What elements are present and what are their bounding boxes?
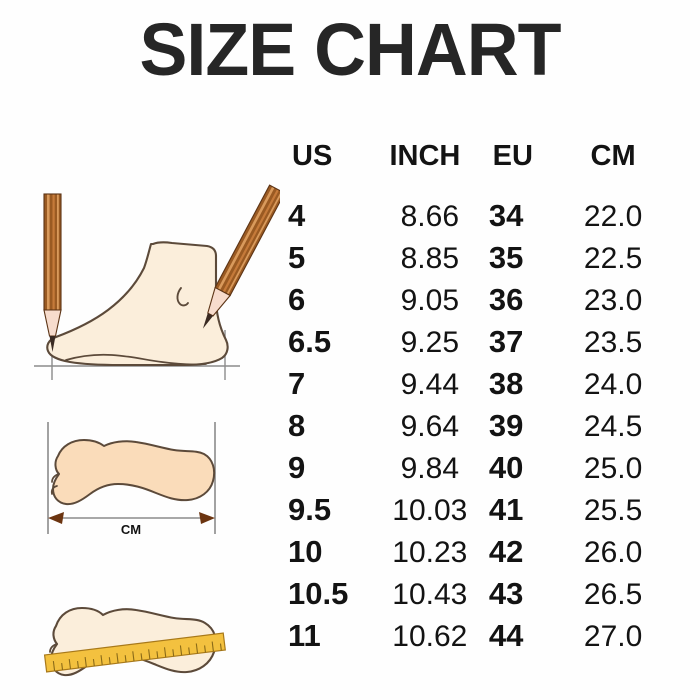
cell-inch: 10.43 (392, 578, 468, 611)
cell-cm: 27.0 (583, 620, 643, 653)
cell-inch: 8.66 (400, 200, 459, 233)
illustration-column: CM (0, 180, 280, 695)
cell-us: 11 (288, 618, 321, 653)
cell-inch: 9.05 (400, 284, 459, 317)
cell-inch: 10.03 (392, 494, 468, 527)
cell-us: 10 (288, 534, 323, 569)
cell-inch: 10.23 (392, 536, 468, 569)
cell-us: 10.5 (288, 576, 349, 611)
cell-inch: 10.62 (392, 620, 468, 653)
page-title: SIZE CHART (139, 8, 562, 91)
cell-eu: 40 (488, 450, 524, 485)
cell-cm: 26.0 (583, 536, 643, 569)
cell-inch: 9.64 (400, 410, 459, 443)
table-row: 11 10.62 44 27.0 (280, 618, 690, 660)
cell-inch: 9.84 (400, 452, 459, 485)
header-inch: INCH (389, 140, 461, 172)
table-row: 9 9.84 40 25.0 (280, 450, 690, 492)
cell-cm: 23.5 (583, 326, 643, 359)
table-row: 10 10.23 42 26.0 (280, 534, 690, 576)
cell-us: 7 (288, 366, 306, 401)
cell-eu: 36 (488, 282, 524, 317)
cell-inch: 9.25 (400, 326, 459, 359)
cell-eu: 34 (488, 198, 524, 233)
pencil-right-icon (202, 184, 280, 329)
cell-cm: 23.0 (583, 284, 643, 317)
cell-cm: 24.5 (583, 410, 643, 443)
cell-us: 8 (288, 408, 306, 443)
header-cm: CM (590, 140, 636, 172)
cell-eu: 37 (488, 324, 524, 359)
table-header-row: US INCH EU CM (280, 140, 690, 198)
cell-us: 6.5 (288, 324, 332, 359)
cell-eu: 38 (488, 366, 524, 401)
foot-side-view-illustration (0, 180, 280, 385)
cm-measure-label: CM (121, 522, 141, 537)
footprint-measure-illustration: CM (0, 412, 280, 552)
pencil-left-icon (43, 193, 62, 352)
cell-inch: 8.85 (400, 242, 459, 275)
cell-cm: 22.5 (583, 242, 643, 275)
cell-us: 9.5 (288, 492, 332, 527)
cell-eu: 35 (488, 240, 524, 275)
table-row: 7 9.44 38 24.0 (280, 366, 690, 408)
cell-inch: 9.44 (400, 368, 459, 401)
cell-eu: 41 (488, 492, 524, 527)
table-body: 4 8.66 34 22.0 5 8.85 35 22.5 6 9.05 36 … (280, 198, 690, 660)
cell-us: 6 (288, 282, 306, 317)
footprint-tape-illustration (0, 578, 280, 698)
cell-us: 4 (288, 198, 306, 233)
cell-cm: 22.0 (583, 200, 643, 233)
size-table: US INCH EU CM 4 8.66 34 22.0 5 8.85 35 2… (280, 140, 690, 660)
table-row: 8 9.64 39 24.5 (280, 408, 690, 450)
cell-eu: 39 (488, 408, 524, 443)
table-row: 6.5 9.25 37 23.5 (280, 324, 690, 366)
table-row: 5 8.85 35 22.5 (280, 240, 690, 282)
table-row: 6 9.05 36 23.0 (280, 282, 690, 324)
cell-eu: 44 (488, 618, 524, 653)
cell-cm: 24.0 (583, 368, 643, 401)
cell-cm: 25.5 (583, 494, 643, 527)
table-row: 4 8.66 34 22.0 (280, 198, 690, 240)
cell-cm: 25.0 (583, 452, 643, 485)
cell-eu: 42 (488, 534, 524, 569)
header-us: US (292, 140, 333, 172)
table-row: 9.5 10.03 41 25.5 (280, 492, 690, 534)
cell-cm: 26.5 (583, 578, 643, 611)
cell-us: 5 (288, 240, 306, 275)
header-eu: EU (492, 140, 533, 172)
cell-us: 9 (288, 450, 306, 485)
table-row: 10.5 10.43 43 26.5 (280, 576, 690, 618)
cell-eu: 43 (488, 576, 524, 611)
measuring-tape-icon (43, 632, 226, 673)
